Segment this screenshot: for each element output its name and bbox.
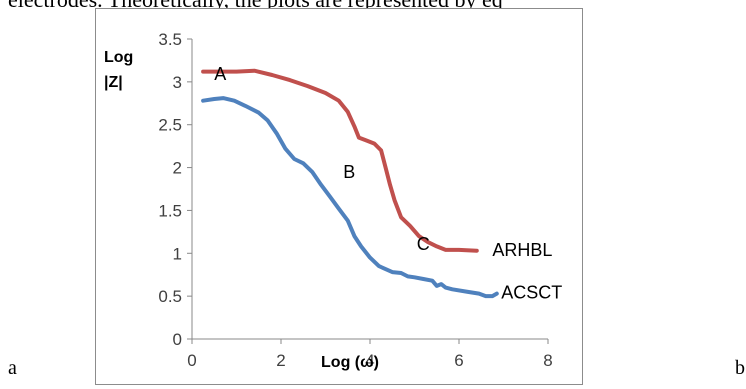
x-tick-label: 6 — [454, 351, 463, 370]
panel-letter-b: b — [735, 357, 745, 379]
impedance-chart: 0 0.5 1 1.5 2 2.5 3 3.5 0 2 4 6 8 Log |Z| Log (ω) A B C ARH… — [104, 30, 562, 371]
chart-area: 0 0.5 1 1.5 2 2.5 3 3.5 0 2 4 6 8 Log |Z| Log (ω) A B C ARH… — [95, 8, 583, 385]
annotation-label: A — [214, 64, 226, 84]
y-tick-label: 1 — [173, 244, 182, 263]
y-tick-label: 3.5 — [158, 30, 182, 49]
annotation-label: ACSCT — [501, 283, 562, 303]
annotation-label: C — [417, 234, 430, 254]
series-line-acsct — [201, 96, 499, 299]
panel-letter-a: a — [8, 357, 17, 379]
y-tick-label: 2 — [173, 159, 182, 178]
x-tick-label: 0 — [187, 351, 196, 370]
y-tick-label: 1.5 — [158, 201, 182, 220]
y-tick-label: 0.5 — [158, 287, 182, 306]
y-axis-label: |Z| — [104, 74, 123, 91]
y-tick-label: 0 — [173, 330, 182, 349]
x-tick-label: 4 — [365, 351, 374, 370]
annotation-label: ARHBL — [492, 240, 552, 260]
series-line-arhbl — [201, 68, 479, 253]
y-tick-label: 3 — [173, 73, 182, 92]
x-tick-label: 2 — [276, 351, 285, 370]
annotation-label: B — [343, 162, 355, 182]
y-tick-label: 2.5 — [158, 116, 182, 135]
x-axis-label: Log (ω) — [321, 354, 379, 371]
y-axis-label: Log — [104, 49, 133, 66]
x-tick-label: 8 — [543, 351, 552, 370]
